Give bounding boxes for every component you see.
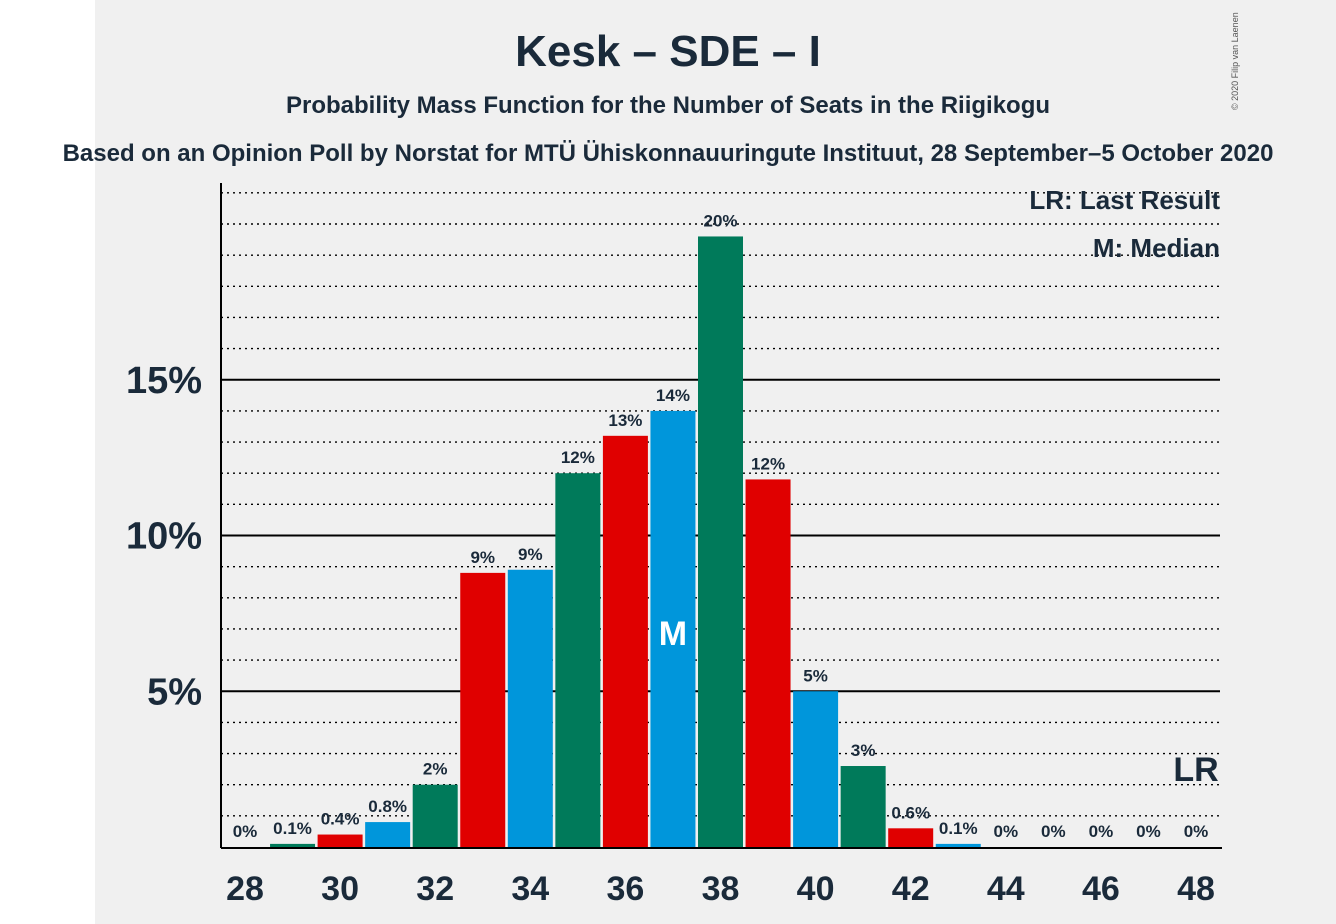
x-axis-tick-labels: 28 30 32 34 36 38 40 42 44 46 48 <box>226 870 1215 908</box>
bar-label-seat-37: 14% <box>656 386 690 405</box>
x-tick-label: 46 <box>1082 870 1120 908</box>
x-tick-label: 40 <box>797 870 835 908</box>
x-tick-label: 42 <box>892 870 930 908</box>
bar-seat-34 <box>507 569 553 847</box>
bar-seat-31 <box>365 822 411 847</box>
bar-label-seat-28: 0% <box>233 822 258 841</box>
median-marker: M <box>659 615 687 653</box>
x-tick-label: 48 <box>1177 870 1215 908</box>
x-tick-label: 32 <box>416 870 454 908</box>
bar-seat-39 <box>745 479 791 847</box>
bar-seat-40 <box>793 691 839 847</box>
bar-seat-42 <box>888 828 934 847</box>
legend-median: M: Median <box>1093 233 1220 263</box>
bar-seat-43 <box>935 843 981 847</box>
bar-seat-30 <box>317 834 363 847</box>
y-axis-tick-labels: 5% 10% 15% <box>126 360 202 714</box>
x-tick-label: 30 <box>321 870 359 908</box>
copyright-note: © 2020 Filip van Laenen <box>1230 12 1240 110</box>
bars <box>270 236 981 847</box>
chart-subtitle: Probability Mass Function for the Number… <box>286 92 1050 119</box>
x-tick-label: 36 <box>606 870 644 908</box>
bar-seat-36 <box>602 435 648 847</box>
last-result-marker: LR <box>1173 751 1218 789</box>
bar-label-seat-29: 0.1% <box>273 819 312 838</box>
bar-seat-35 <box>555 473 601 847</box>
y-tick-label: 5% <box>147 671 202 713</box>
bar-label-seat-32: 2% <box>423 760 448 779</box>
bar-label-seat-31: 0.8% <box>368 797 407 816</box>
bar-label-seat-47: 0% <box>1136 822 1161 841</box>
bar-seat-38 <box>698 236 743 847</box>
x-tick-label: 34 <box>511 870 549 908</box>
bar-label-seat-42: 0.6% <box>891 803 930 822</box>
bar-seat-32 <box>412 784 458 847</box>
x-tick-label: 28 <box>226 870 264 908</box>
bar-label-seat-44: 0% <box>994 822 1019 841</box>
bar-seat-41 <box>840 766 886 847</box>
bar-value-labels: 0% 0.1% 0.4% 0.8% 2% 9% 9% 12% 13% 14% 20% 12% 5% 3% 0… <box>233 211 1209 841</box>
x-tick-label: 44 <box>987 870 1025 908</box>
bar-label-seat-41: 3% <box>851 741 876 760</box>
bar-label-seat-34: 9% <box>518 545 543 564</box>
bar-label-seat-36: 13% <box>608 411 642 430</box>
bar-label-seat-43: 0.1% <box>939 819 978 838</box>
bar-label-seat-35: 12% <box>561 448 595 467</box>
x-tick-label: 38 <box>702 870 740 908</box>
bar-label-seat-48: 0% <box>1184 822 1209 841</box>
bar-seat-37 <box>650 410 696 847</box>
bar-seat-29 <box>270 843 316 847</box>
bar-label-seat-46: 0% <box>1089 822 1114 841</box>
bar-label-seat-33: 9% <box>470 548 495 567</box>
bar-label-seat-38: 20% <box>703 211 737 230</box>
bar-label-seat-39: 12% <box>751 454 785 473</box>
chart-title: Kesk – SDE – I <box>515 27 821 76</box>
bar-label-seat-40: 5% <box>803 666 828 685</box>
bar-label-seat-45: 0% <box>1041 822 1066 841</box>
bar-label-seat-30: 0.4% <box>321 810 360 829</box>
chart-subtitle-poll: Based on an Opinion Poll by Norstat for … <box>63 140 1274 167</box>
y-tick-label: 15% <box>126 360 202 402</box>
bar-seat-33 <box>460 572 506 847</box>
legend-last-result: LR: Last Result <box>1029 185 1220 215</box>
y-tick-label: 10% <box>126 516 202 558</box>
